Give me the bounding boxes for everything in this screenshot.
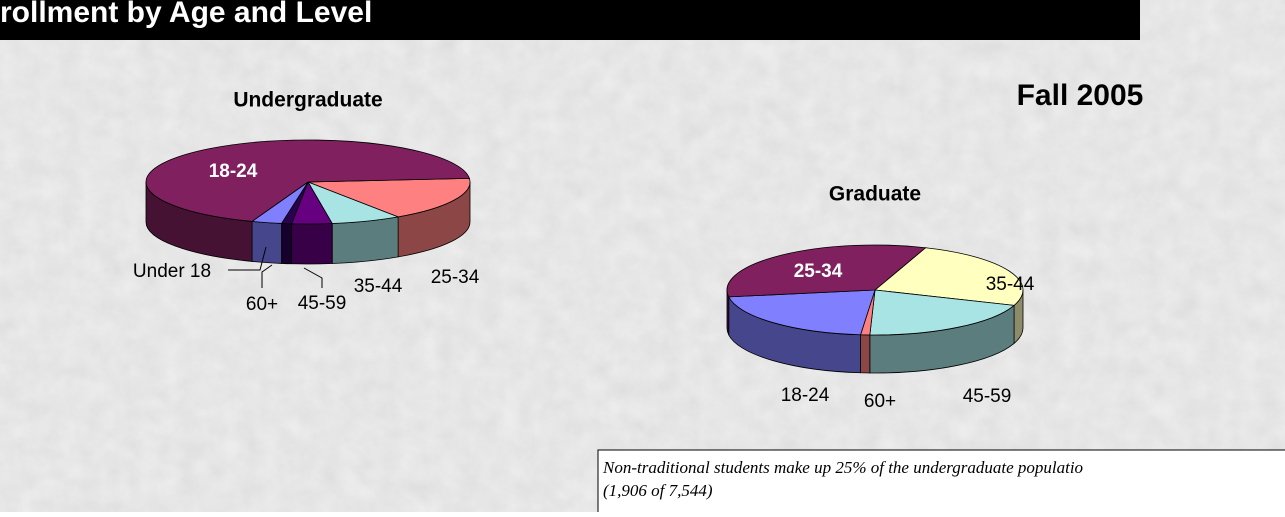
- pie-slice: [874, 247, 1024, 306]
- note: (1,906 of 7,544): [603, 481, 713, 500]
- slice-label: 60+: [246, 294, 278, 315]
- slice-label: Under 18: [133, 261, 211, 282]
- slice-label: 18-24: [209, 161, 258, 182]
- pie-slice: [728, 289, 876, 336]
- slide-title: rollment by Age and Level: [0, 0, 372, 29]
- slice-label: 25-34: [431, 267, 480, 288]
- slice-label: 18-24: [781, 385, 830, 406]
- pie-slice: [726, 244, 927, 298]
- chart-title: Graduate: [829, 183, 921, 206]
- pie-slice: [307, 177, 471, 218]
- slice-label: 25-34: [794, 261, 843, 282]
- slice-label: 60+: [864, 391, 896, 412]
- leader-line: [261, 264, 273, 288]
- slice-label: 45-59: [298, 293, 347, 314]
- leader-line: [303, 267, 323, 288]
- pie-slice-side: [251, 220, 282, 264]
- title-bar: [0, 0, 1140, 40]
- pie-slice-side: [860, 334, 871, 374]
- pie-slice: [869, 289, 1016, 336]
- slice-label: 35-44: [986, 274, 1035, 295]
- slice-label: 35-44: [354, 276, 403, 297]
- pie-slice-side: [291, 223, 333, 265]
- pie-slice: [145, 139, 470, 222]
- leader-line: [228, 246, 267, 271]
- note: Non-traditional students make up 25% of …: [602, 458, 1083, 477]
- slice-label: 45-59: [963, 386, 1012, 407]
- pie-slice-side: [281, 223, 293, 265]
- chart-title: Undergraduate: [233, 89, 382, 112]
- note-box: [597, 449, 1285, 517]
- subtitle: Fall 2005: [1017, 79, 1144, 112]
- pie-slice-side: [331, 216, 399, 264]
